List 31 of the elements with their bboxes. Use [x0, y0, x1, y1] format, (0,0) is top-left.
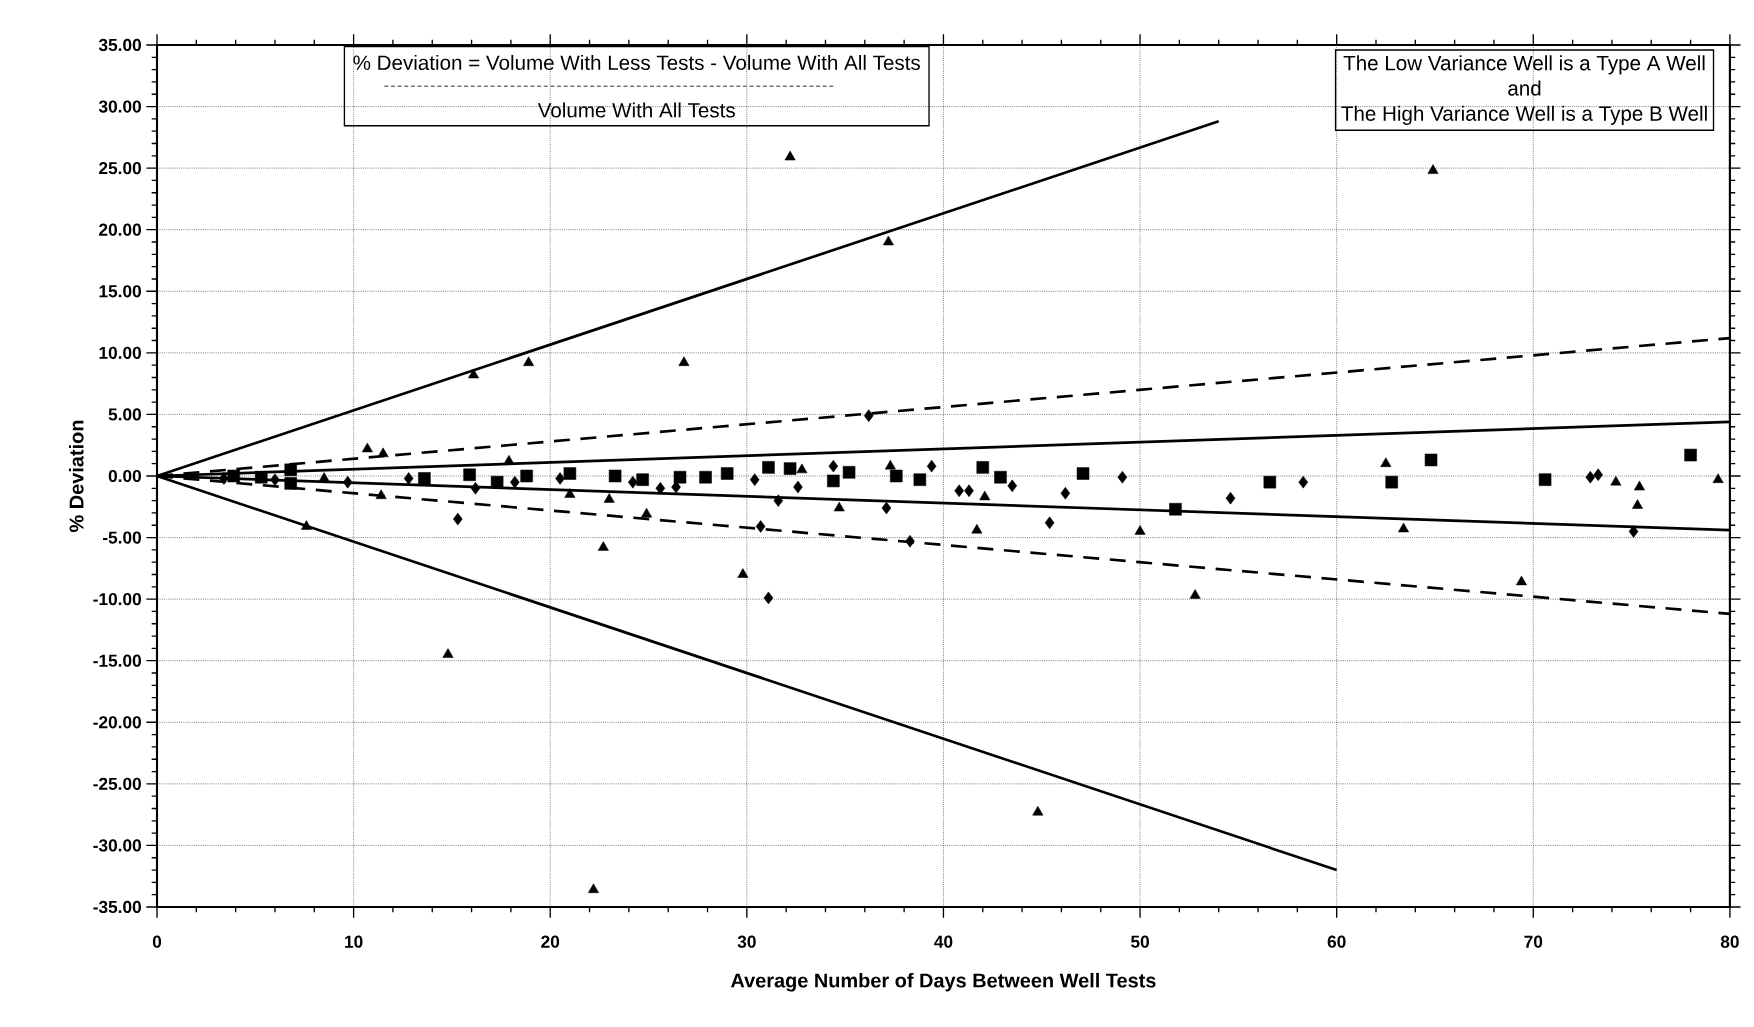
annotation: The High Variance Well is a Type B Well [1341, 105, 1707, 125]
y-tick-label: -30.00 [93, 839, 141, 852]
y-tick-label: 0.00 [108, 469, 141, 483]
y-tick-label: 20.00 [99, 223, 141, 236]
annotation: Volume With All Tests [537, 102, 735, 118]
y-tick-label: -20.00 [93, 716, 141, 729]
y-tick-label: -10.00 [93, 593, 141, 606]
y-tick-label: -5.00 [102, 531, 141, 544]
x-tick-label: 0 [152, 935, 162, 948]
y-tick-label: 15.00 [99, 285, 141, 298]
x-tick-label: 40 [934, 935, 953, 948]
x-axis-title: Average Number of Days Between Well Tests [730, 972, 1156, 992]
x-tick-label: 60 [1327, 935, 1346, 948]
y-axis-title: % Deviation [68, 420, 84, 532]
annotation: The Low Variance Well is a Type A Well [1343, 55, 1705, 75]
y-tick-label: 35.00 [98, 38, 141, 52]
x-tick-label: 20 [541, 935, 560, 948]
y-tick-label: -35.00 [93, 900, 141, 914]
x-tick-label: 30 [737, 935, 756, 948]
x-tick-label: 50 [1131, 935, 1149, 948]
y-tick-label: -25.00 [93, 777, 141, 790]
x-tick-label: 80 [1720, 935, 1739, 948]
x-tick-label: 10 [345, 935, 363, 948]
y-tick-label: 25.00 [99, 162, 141, 175]
y-tick-label: 10.00 [99, 346, 141, 359]
y-tick-label: -15.00 [93, 654, 141, 667]
annotation: % Deviation = Volume With Less Tests - Volume With All Tests [353, 54, 920, 71]
y-tick-label: 30.00 [98, 100, 141, 113]
annotation: and [1508, 80, 1541, 96]
y-tick-label: 5.00 [108, 408, 141, 421]
x-tick-label: 70 [1524, 935, 1543, 948]
